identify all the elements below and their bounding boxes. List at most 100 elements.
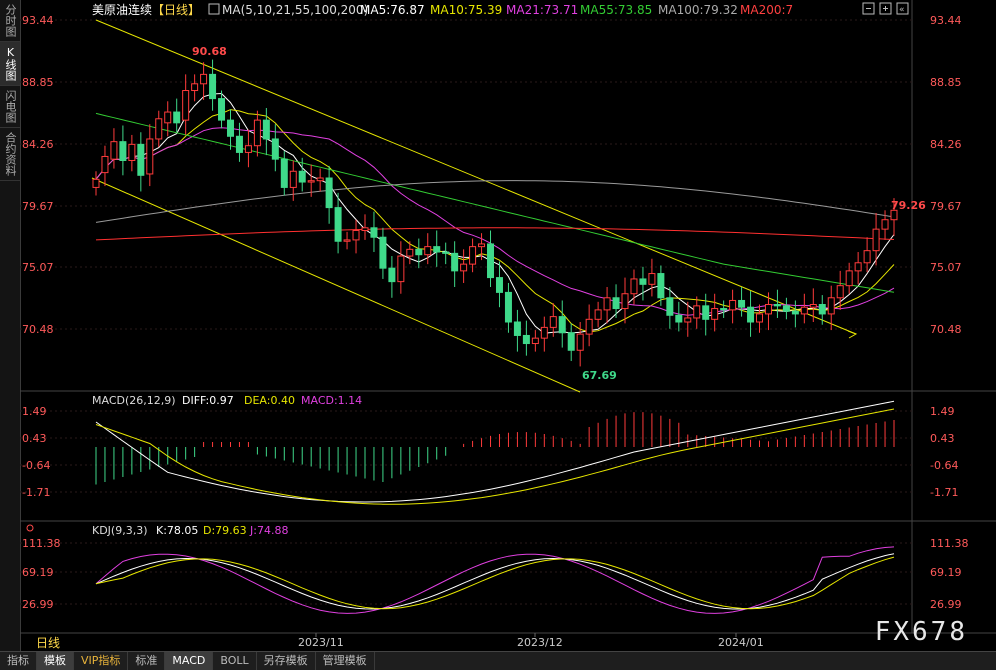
- macd-diff: DIFF:0.97: [182, 394, 234, 407]
- macd-tick-right: 1.49: [930, 405, 955, 418]
- bottom-tab-5[interactable]: BOLL: [213, 652, 257, 670]
- candle-body: [621, 293, 629, 310]
- chart-area[interactable]: 美原油连续 【日线】 MA(5,10,21,55,100,200) MA5:76…: [20, 0, 996, 651]
- candle-body: [738, 299, 746, 308]
- kdj-tick-right: 111.38: [930, 537, 969, 550]
- macd-title: MACD(26,12,9): [92, 394, 176, 407]
- candle-body: [863, 250, 871, 264]
- watermark-logo: FX678: [874, 617, 968, 647]
- zoom-out-icon[interactable]: [862, 2, 875, 15]
- candle-body: [424, 246, 432, 256]
- candle-body: [110, 141, 118, 160]
- trend-lines: [91, 19, 858, 393]
- candle-body: [316, 177, 324, 182]
- macd-tick-right: 0.43: [930, 432, 955, 445]
- candle-body: [271, 138, 279, 160]
- candle-body: [782, 305, 790, 312]
- candle-body: [406, 248, 414, 257]
- candle-body: [702, 305, 710, 320]
- ma55-line: [95, 112, 895, 293]
- price-tick-right: 79.67: [930, 200, 962, 213]
- candle-body: [101, 155, 109, 174]
- price-tick-right: 88.85: [930, 76, 962, 89]
- candle-body: [280, 158, 288, 188]
- candle-body: [711, 308, 719, 320]
- low-annotation: 67.69: [582, 369, 617, 382]
- time-label: 2023/12: [517, 636, 563, 649]
- candle-body: [657, 273, 665, 299]
- ma-legend-item: MA200:7: [740, 3, 793, 17]
- settings-icon[interactable]: [208, 3, 220, 15]
- candle-body: [531, 337, 539, 345]
- kdj-tick-right: 69.19: [930, 566, 962, 579]
- candle-body: [226, 119, 234, 137]
- sidebar: 分时图 K线图 闪电图 合约资料: [0, 0, 21, 651]
- candle-body: [146, 138, 154, 175]
- bottom-tab-4[interactable]: MACD: [165, 652, 214, 670]
- candle-body: [513, 321, 521, 336]
- candle-body: [137, 143, 145, 176]
- kdj-tick-left: 111.38: [22, 537, 61, 550]
- candle-body: [244, 145, 252, 153]
- ma-title: MA(5,10,21,55,100,200): [222, 3, 368, 17]
- price-tick-left: 93.44: [22, 14, 54, 27]
- candle-body: [164, 111, 172, 124]
- candle-body: [809, 304, 817, 308]
- back-icon[interactable]: [896, 2, 909, 15]
- sidebar-tab-3[interactable]: 合约资料: [0, 128, 20, 181]
- candle-body: [191, 83, 199, 92]
- candle-body: [478, 243, 486, 248]
- sidebar-tab-2[interactable]: 闪电图: [0, 86, 20, 128]
- candle-body: [630, 278, 638, 295]
- candle-body: [854, 262, 862, 272]
- time-label: 2024/01: [718, 636, 764, 649]
- candle-body: [800, 306, 808, 315]
- bottom-tab-1[interactable]: 模板: [37, 652, 74, 670]
- macd-dea-line: [95, 408, 895, 505]
- candle-body: [343, 239, 351, 242]
- bottom-tab-3[interactable]: 标准: [128, 652, 166, 670]
- candle-body: [173, 111, 181, 124]
- sidebar-tab-1[interactable]: K线图: [0, 42, 20, 86]
- candle-body: [397, 255, 405, 283]
- bottom-tab-7[interactable]: 管理模板: [316, 652, 375, 670]
- candle-body: [756, 313, 764, 323]
- ma-legend-item: MA21:73.71: [506, 3, 578, 17]
- candle-body: [675, 314, 683, 323]
- time-period-label[interactable]: 日线: [36, 636, 60, 650]
- candle-body: [747, 306, 755, 323]
- zoom-in-icon[interactable]: [879, 2, 892, 15]
- candle-body: [791, 310, 799, 315]
- price-tick-left: 70.48: [22, 323, 54, 336]
- candle-body: [442, 251, 450, 254]
- bottom-tab-6[interactable]: 另存模板: [257, 652, 316, 670]
- candle-body: [845, 270, 853, 287]
- ma-legend-item: MA10:75.39: [430, 3, 502, 17]
- candle-body: [182, 90, 190, 121]
- price-tick-right: 84.26: [930, 138, 962, 151]
- last-price-annotation: 79.26: [891, 199, 926, 212]
- bottom-tab-2[interactable]: VIP指标: [74, 652, 129, 670]
- sidebar-tab-0[interactable]: 分时图: [0, 0, 20, 42]
- candle-body: [612, 297, 620, 310]
- ma-legend-item: MA55:73.85: [580, 3, 652, 17]
- kdj-lines: [95, 546, 895, 614]
- kdj-header: KDJ(9,3,3) K:78.05 D:79.63 J:74.88: [92, 524, 288, 537]
- macd-diff-line: [95, 400, 895, 503]
- candle-body: [388, 267, 396, 283]
- kdj-settings-icon[interactable]: [26, 524, 34, 532]
- candle-body: [352, 229, 360, 241]
- kdj-d-line: [95, 556, 895, 610]
- ma21-line: [95, 127, 895, 316]
- macd-tick-left: 1.49: [22, 405, 47, 418]
- kdj-k: K:78.05: [156, 524, 198, 537]
- candle-body: [155, 118, 163, 140]
- kdj-j-line: [95, 546, 895, 614]
- price-tick-right: 70.48: [930, 323, 962, 336]
- candle-body: [594, 309, 602, 320]
- kdj-title: KDJ(9,3,3): [92, 524, 148, 537]
- candle-body: [872, 228, 880, 252]
- candle-body: [495, 277, 503, 293]
- bottom-tab-0[interactable]: 指标: [0, 652, 37, 670]
- candlesticks: [92, 59, 898, 367]
